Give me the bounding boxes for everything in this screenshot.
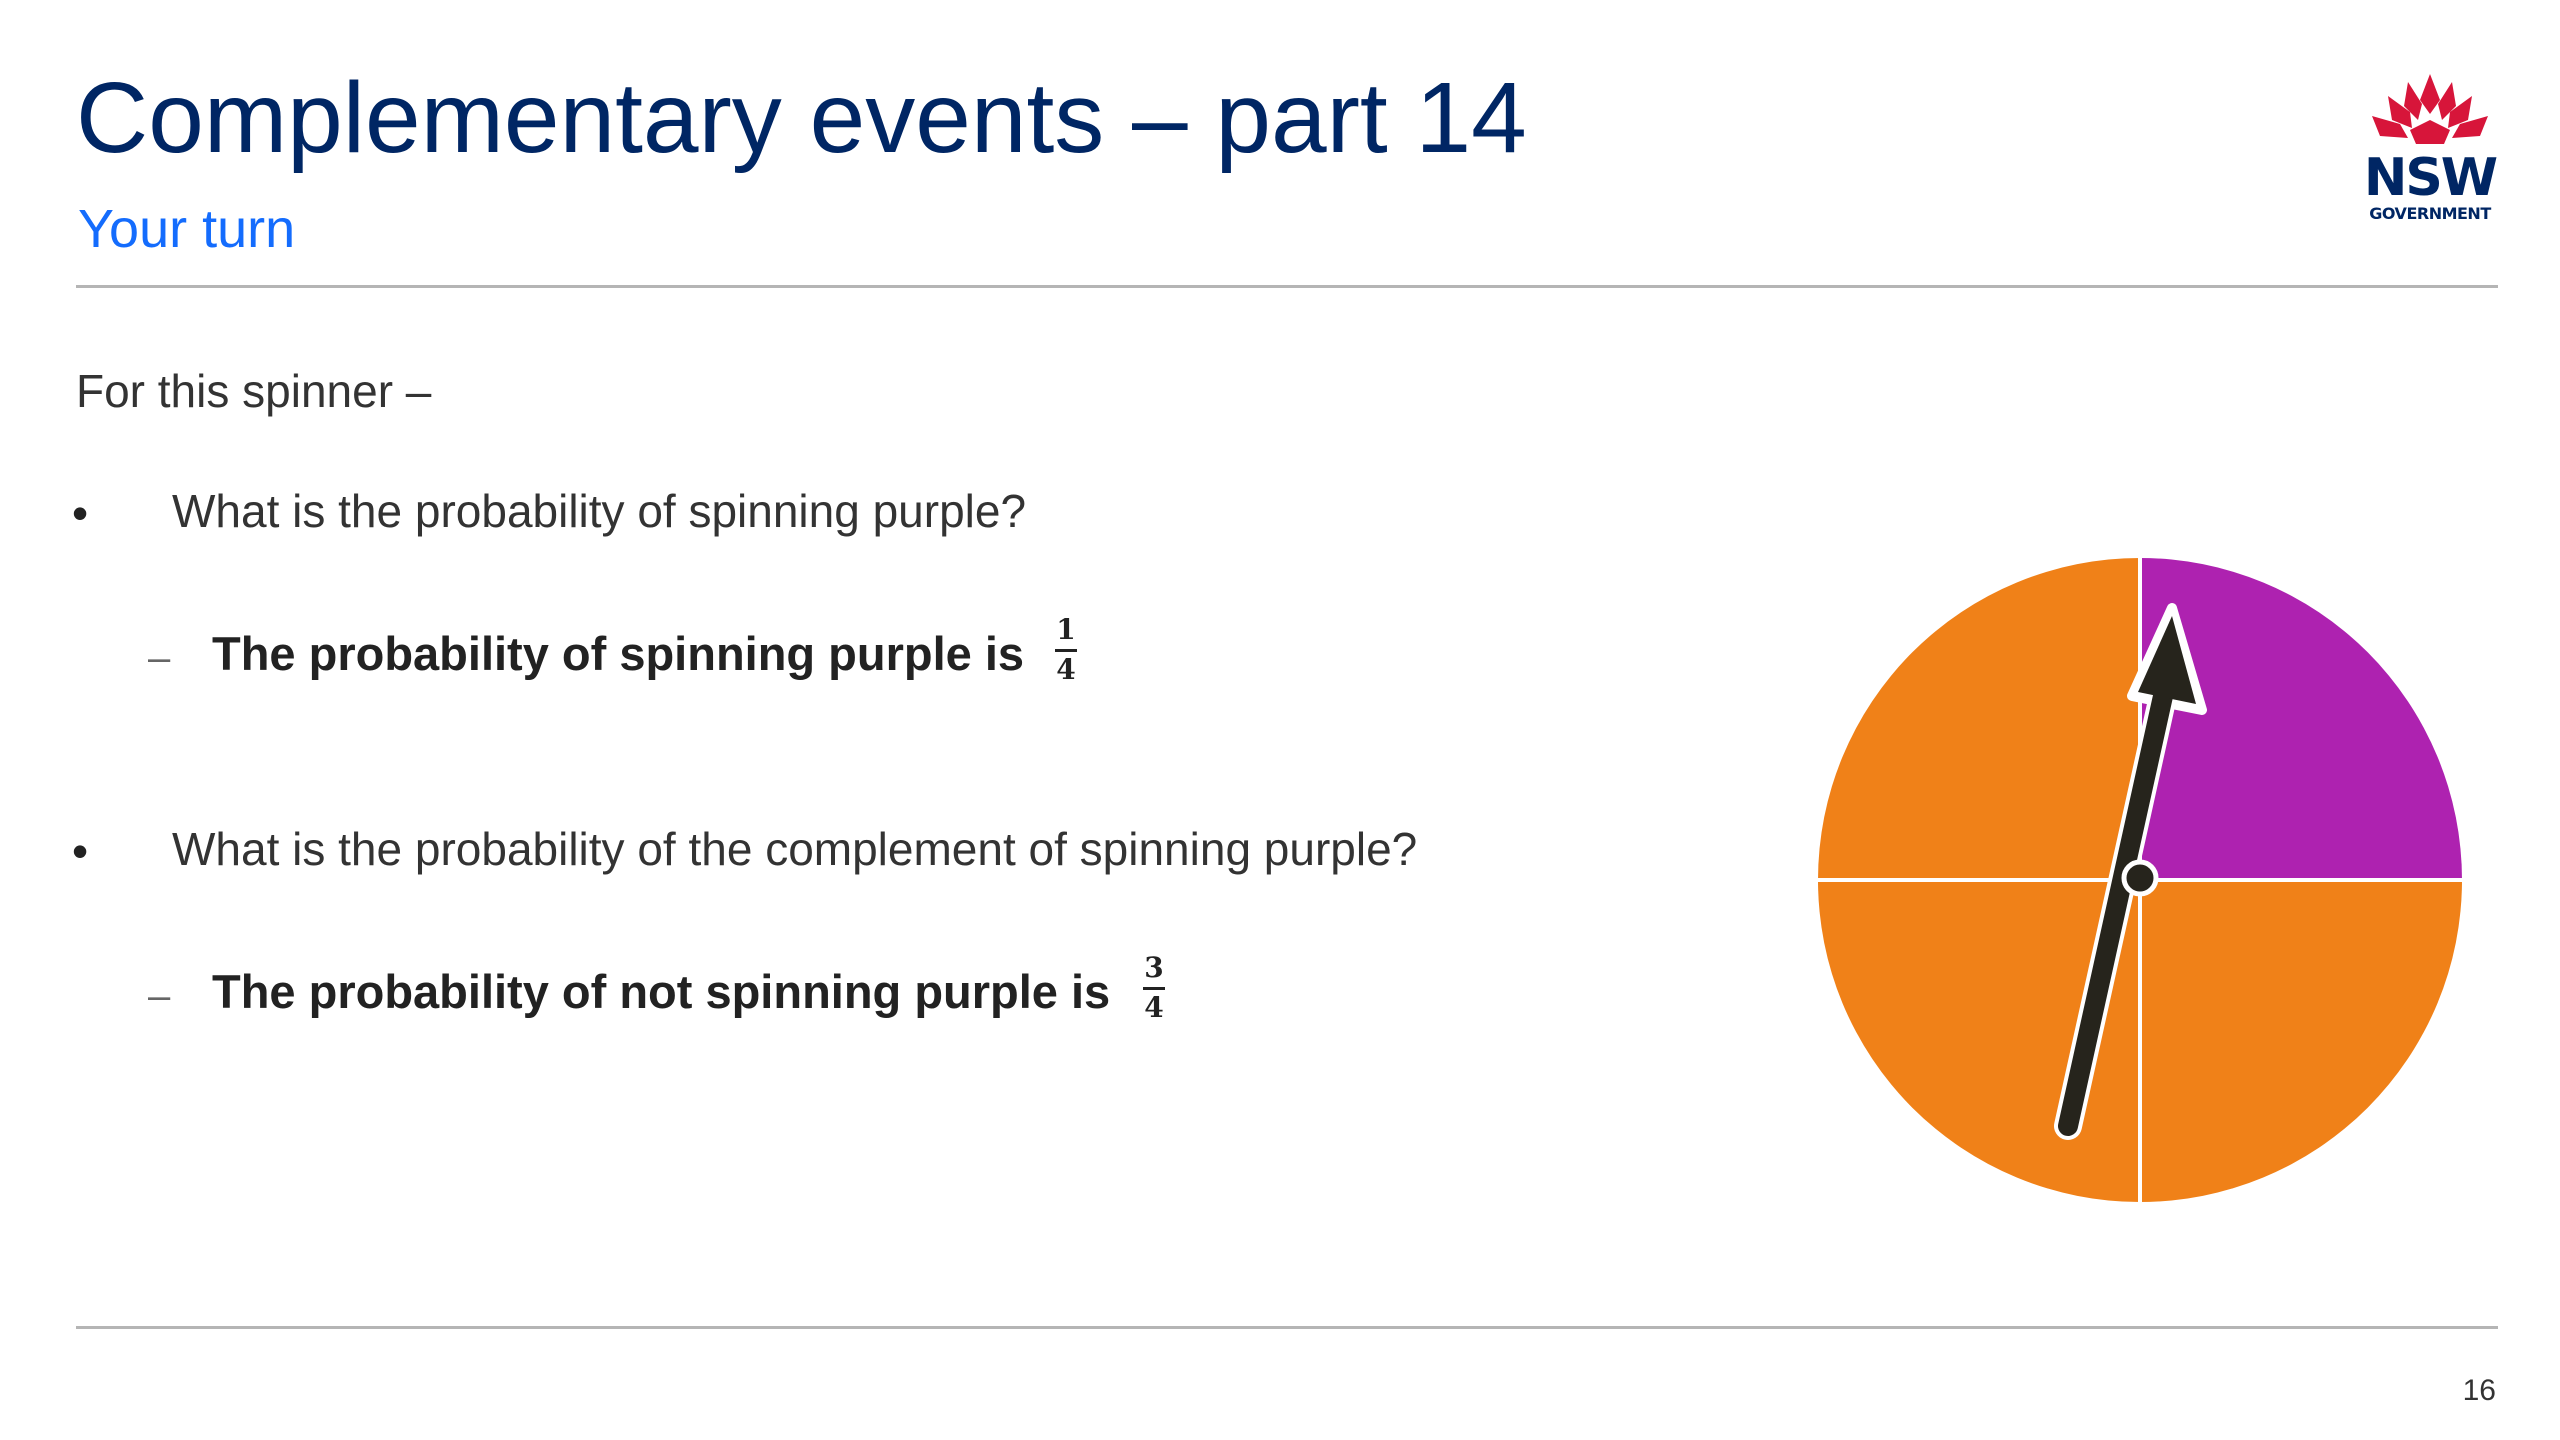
spinner-section-bottom-right bbox=[2140, 880, 2462, 1202]
slide-subtitle: Your turn bbox=[78, 199, 296, 259]
fraction-2-denominator: 4 bbox=[1144, 991, 1164, 1024]
footer-divider bbox=[76, 1326, 2498, 1329]
spinner bbox=[1818, 558, 2462, 1202]
nsw-government-logo: NSW GOVERNMENT bbox=[2360, 70, 2500, 225]
spinner-pointer bbox=[2054, 603, 2207, 1140]
question-2: What is the probability of the complemen… bbox=[172, 823, 1418, 875]
page-number: 16 bbox=[2462, 1374, 2496, 1407]
question-1: What is the probability of spinning purp… bbox=[172, 485, 1027, 537]
fraction-1-denominator: 4 bbox=[1056, 653, 1076, 686]
slide-title: Complementary events – part 14 bbox=[76, 62, 1527, 174]
header-divider bbox=[76, 285, 2498, 288]
fraction-1-bar bbox=[1055, 649, 1077, 652]
intro-text: For this spinner – bbox=[76, 365, 432, 417]
dash-marker: – bbox=[148, 636, 171, 680]
answer-1: The probability of spinning purple is bbox=[212, 627, 1025, 680]
bullet-marker: • bbox=[72, 825, 89, 877]
fraction-1-numerator: 1 bbox=[1056, 613, 1076, 646]
waratah-icon bbox=[2372, 74, 2488, 144]
fraction-1: 1 4 bbox=[1055, 616, 1077, 684]
bullet-marker: • bbox=[72, 487, 89, 539]
logo-subtext: GOVERNMENT bbox=[2369, 204, 2491, 223]
fraction-2-numerator: 3 bbox=[1144, 951, 1164, 984]
spinner-section-top-left bbox=[1818, 558, 2140, 880]
fraction-2: 3 4 bbox=[1143, 954, 1165, 1022]
answer-2: The probability of not spinning purple i… bbox=[212, 965, 1111, 1018]
fraction-2-bar bbox=[1143, 987, 1165, 990]
spinner-section-top-right bbox=[2140, 558, 2462, 880]
logo-wordmark: NSW bbox=[2363, 148, 2498, 208]
dash-marker: – bbox=[148, 974, 171, 1018]
